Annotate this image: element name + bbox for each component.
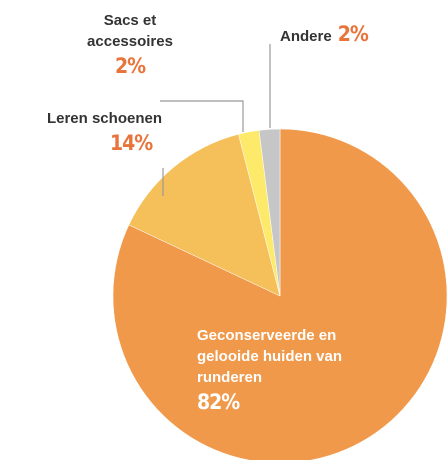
slice-label: Andere 2% (280, 20, 369, 48)
value-label: 14% (110, 131, 153, 155)
slice-label: Geconserveerde en gelooide huiden van ru… (197, 325, 387, 416)
slice-label: Leren schoenen 14% (20, 108, 162, 157)
pie-slice (112, 128, 448, 460)
pie-slice (258, 128, 281, 297)
category-label: Sacs et accessoires (87, 12, 173, 50)
leaders (160, 44, 271, 196)
slice-label: Sacs et accessoires 2% (70, 10, 190, 80)
pie-slice (128, 133, 281, 297)
category-label: Leren schoenen (46, 110, 162, 127)
value-label: 82% (197, 390, 240, 414)
leader-line (160, 100, 244, 132)
category-label: Geconserveerde en gelooide huiden van ru… (197, 327, 343, 386)
category-label: Andere (280, 28, 332, 45)
value-label: 2% (114, 54, 146, 78)
value-label: 2% (337, 22, 369, 46)
